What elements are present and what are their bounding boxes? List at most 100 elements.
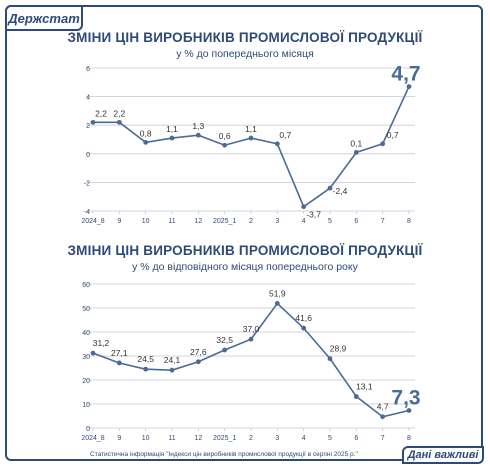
chart1-data-label: 0,8 <box>140 128 152 138</box>
chart2-data-point <box>248 336 254 342</box>
data-matters-badge[interactable]: Дані важливі <box>402 446 484 464</box>
chart1-data-label: 0,6 <box>219 131 231 141</box>
chart1-data-point <box>406 84 412 89</box>
chart1-x-tick-label: 9 <box>117 218 121 225</box>
chart2-data-point <box>169 367 175 373</box>
chart2-y-tick-label: 20 <box>82 378 90 385</box>
chart2-x-tick-label: 5 <box>328 435 332 442</box>
chart1-x-tick-label: 8 <box>407 218 411 225</box>
chart1-y-tick-label: 2 <box>86 123 90 130</box>
chart2-subtitle: у % до відповідного місяця попереднього … <box>132 261 358 273</box>
chart1-data-label: 1,1 <box>166 124 178 134</box>
chart1-data-point <box>380 141 386 147</box>
chart2-data-label: 32,5 <box>216 335 233 345</box>
chart2-x-tick-label: 3 <box>275 435 279 442</box>
chart2-x-tick-label: 2025_1 <box>213 435 236 442</box>
chart1-x-tick-label: 4 <box>302 218 306 225</box>
chart2-y-tick-label: 0 <box>86 426 90 433</box>
chart2-y-tick-label: 50 <box>82 306 90 313</box>
chart2-data-point <box>353 394 359 399</box>
chart2-data-point <box>143 366 149 372</box>
chart1-y-tick-label: 0 <box>86 152 90 159</box>
chart1-x-tick-label: 3 <box>275 218 279 225</box>
chart1-data-label: 2,2 <box>113 108 125 118</box>
chart1-data-label: 2,2 <box>95 108 107 118</box>
chart1-data-point <box>143 139 149 145</box>
chart1-data-point <box>169 135 175 141</box>
chart1-data-label: -2,4 <box>333 186 348 196</box>
chart1-y-tick-label: 6 <box>86 66 90 73</box>
footnote: Статистична інформація "Індекси цін виро… <box>90 451 358 458</box>
chart1-data-label: 1,3 <box>192 121 204 131</box>
chart2-data-point <box>406 408 412 413</box>
chart2-x-tick-label: 8 <box>407 435 411 442</box>
chart2-title: ЗМІНИ ЦІН ВИРОБНИКІВ ПРОМИСЛОВОЇ ПРОДУКЦ… <box>67 243 423 258</box>
chart2-data-label: 13,1 <box>356 382 373 392</box>
chart1-x-tick-label: 6 <box>354 218 358 225</box>
chart2-x-tick-label: 9 <box>117 435 121 442</box>
chart1-y-tick-label: -4 <box>84 209 90 216</box>
chart2-y-tick-label: 40 <box>82 330 90 337</box>
chart2-x-tick-label: 4 <box>302 435 306 442</box>
chart1-data-point <box>90 119 96 125</box>
chart1-data-point <box>248 135 254 141</box>
chart1-data-point <box>222 142 228 148</box>
chart2-data-label: 31,2 <box>93 338 110 348</box>
chart1-x-tick-label: 7 <box>381 218 385 225</box>
chart2-data-point <box>222 347 228 353</box>
chart2-data-point <box>301 325 307 331</box>
chart2-y-tick-label: 30 <box>82 354 90 361</box>
chart1-data-point <box>327 185 333 191</box>
chart1-highlight-data-label: 4,7 <box>391 63 420 86</box>
chart2-data-point <box>380 414 386 420</box>
chart2-data-label: 51,9 <box>269 288 286 298</box>
chart2-x-tick-label: 7 <box>381 435 385 442</box>
chart2-data-label: 37,0 <box>243 324 260 334</box>
chart1-x-tick-label: 2 <box>249 218 253 225</box>
chart2-y-tick-label: 10 <box>82 402 90 409</box>
chart2-data-point <box>90 350 96 356</box>
chart2-data-label: 28,9 <box>330 344 347 354</box>
chart2-data-point <box>327 356 333 362</box>
chart2-x-tick-label: 10 <box>142 435 150 442</box>
chart2-data-label: 4,7 <box>377 402 389 412</box>
chart1-data-point <box>301 204 307 210</box>
infographic-frame <box>5 5 483 461</box>
chart1-subtitle: у % до попереднього місяця <box>176 48 314 60</box>
chart1-y-tick-label: 4 <box>86 95 90 102</box>
chart1-x-tick-label: 11 <box>168 218 175 225</box>
chart2-x-tick-label: 12 <box>194 435 202 442</box>
chart1-x-tick-label: 2025_1 <box>213 218 236 225</box>
chart1-data-label: 0,7 <box>279 130 291 140</box>
chart2-data-label: 27,1 <box>111 348 128 358</box>
chart2-data-label: 41,6 <box>295 313 312 323</box>
chart2-highlight-data-label: 7,3 <box>391 386 420 409</box>
chart2-y-tick-label: 60 <box>82 282 90 289</box>
chart1-x-tick-label: 5 <box>328 218 332 225</box>
chart1-data-label: 0,7 <box>387 130 399 140</box>
chart1-data-label: -3,7 <box>306 210 321 220</box>
chart1-x-tick-label: 2024_8 <box>81 218 104 225</box>
chart1-data-point <box>195 132 201 138</box>
chart2-x-tick-label: 6 <box>354 435 358 442</box>
chart1-x-tick-label: 12 <box>194 218 202 225</box>
chart1-data-point <box>116 119 122 125</box>
chart1-data-label: 0,1 <box>350 138 362 148</box>
chart2-x-tick-label: 11 <box>168 435 175 442</box>
chart2-data-point <box>195 359 201 365</box>
chart2-data-label: 24,5 <box>137 354 154 364</box>
chart1-title: ЗМІНИ ЦІН ВИРОБНИКІВ ПРОМИСЛОВОЇ ПРОДУКЦ… <box>67 30 423 45</box>
chart2-x-tick-label: 2024_8 <box>81 435 104 442</box>
brand-logo: Держстат <box>5 5 83 31</box>
chart2-data-label: 27,6 <box>190 347 207 357</box>
chart1-data-point <box>353 149 359 155</box>
chart1-x-tick-label: 10 <box>142 218 150 225</box>
chart2-data-label: 24,1 <box>164 355 181 365</box>
chart1-y-tick-label: -2 <box>84 180 90 187</box>
chart2-x-tick-label: 2 <box>249 435 253 442</box>
chart1-data-label: 1,1 <box>245 124 257 134</box>
chart1-data-point <box>274 141 280 147</box>
chart2-data-point <box>116 360 122 366</box>
